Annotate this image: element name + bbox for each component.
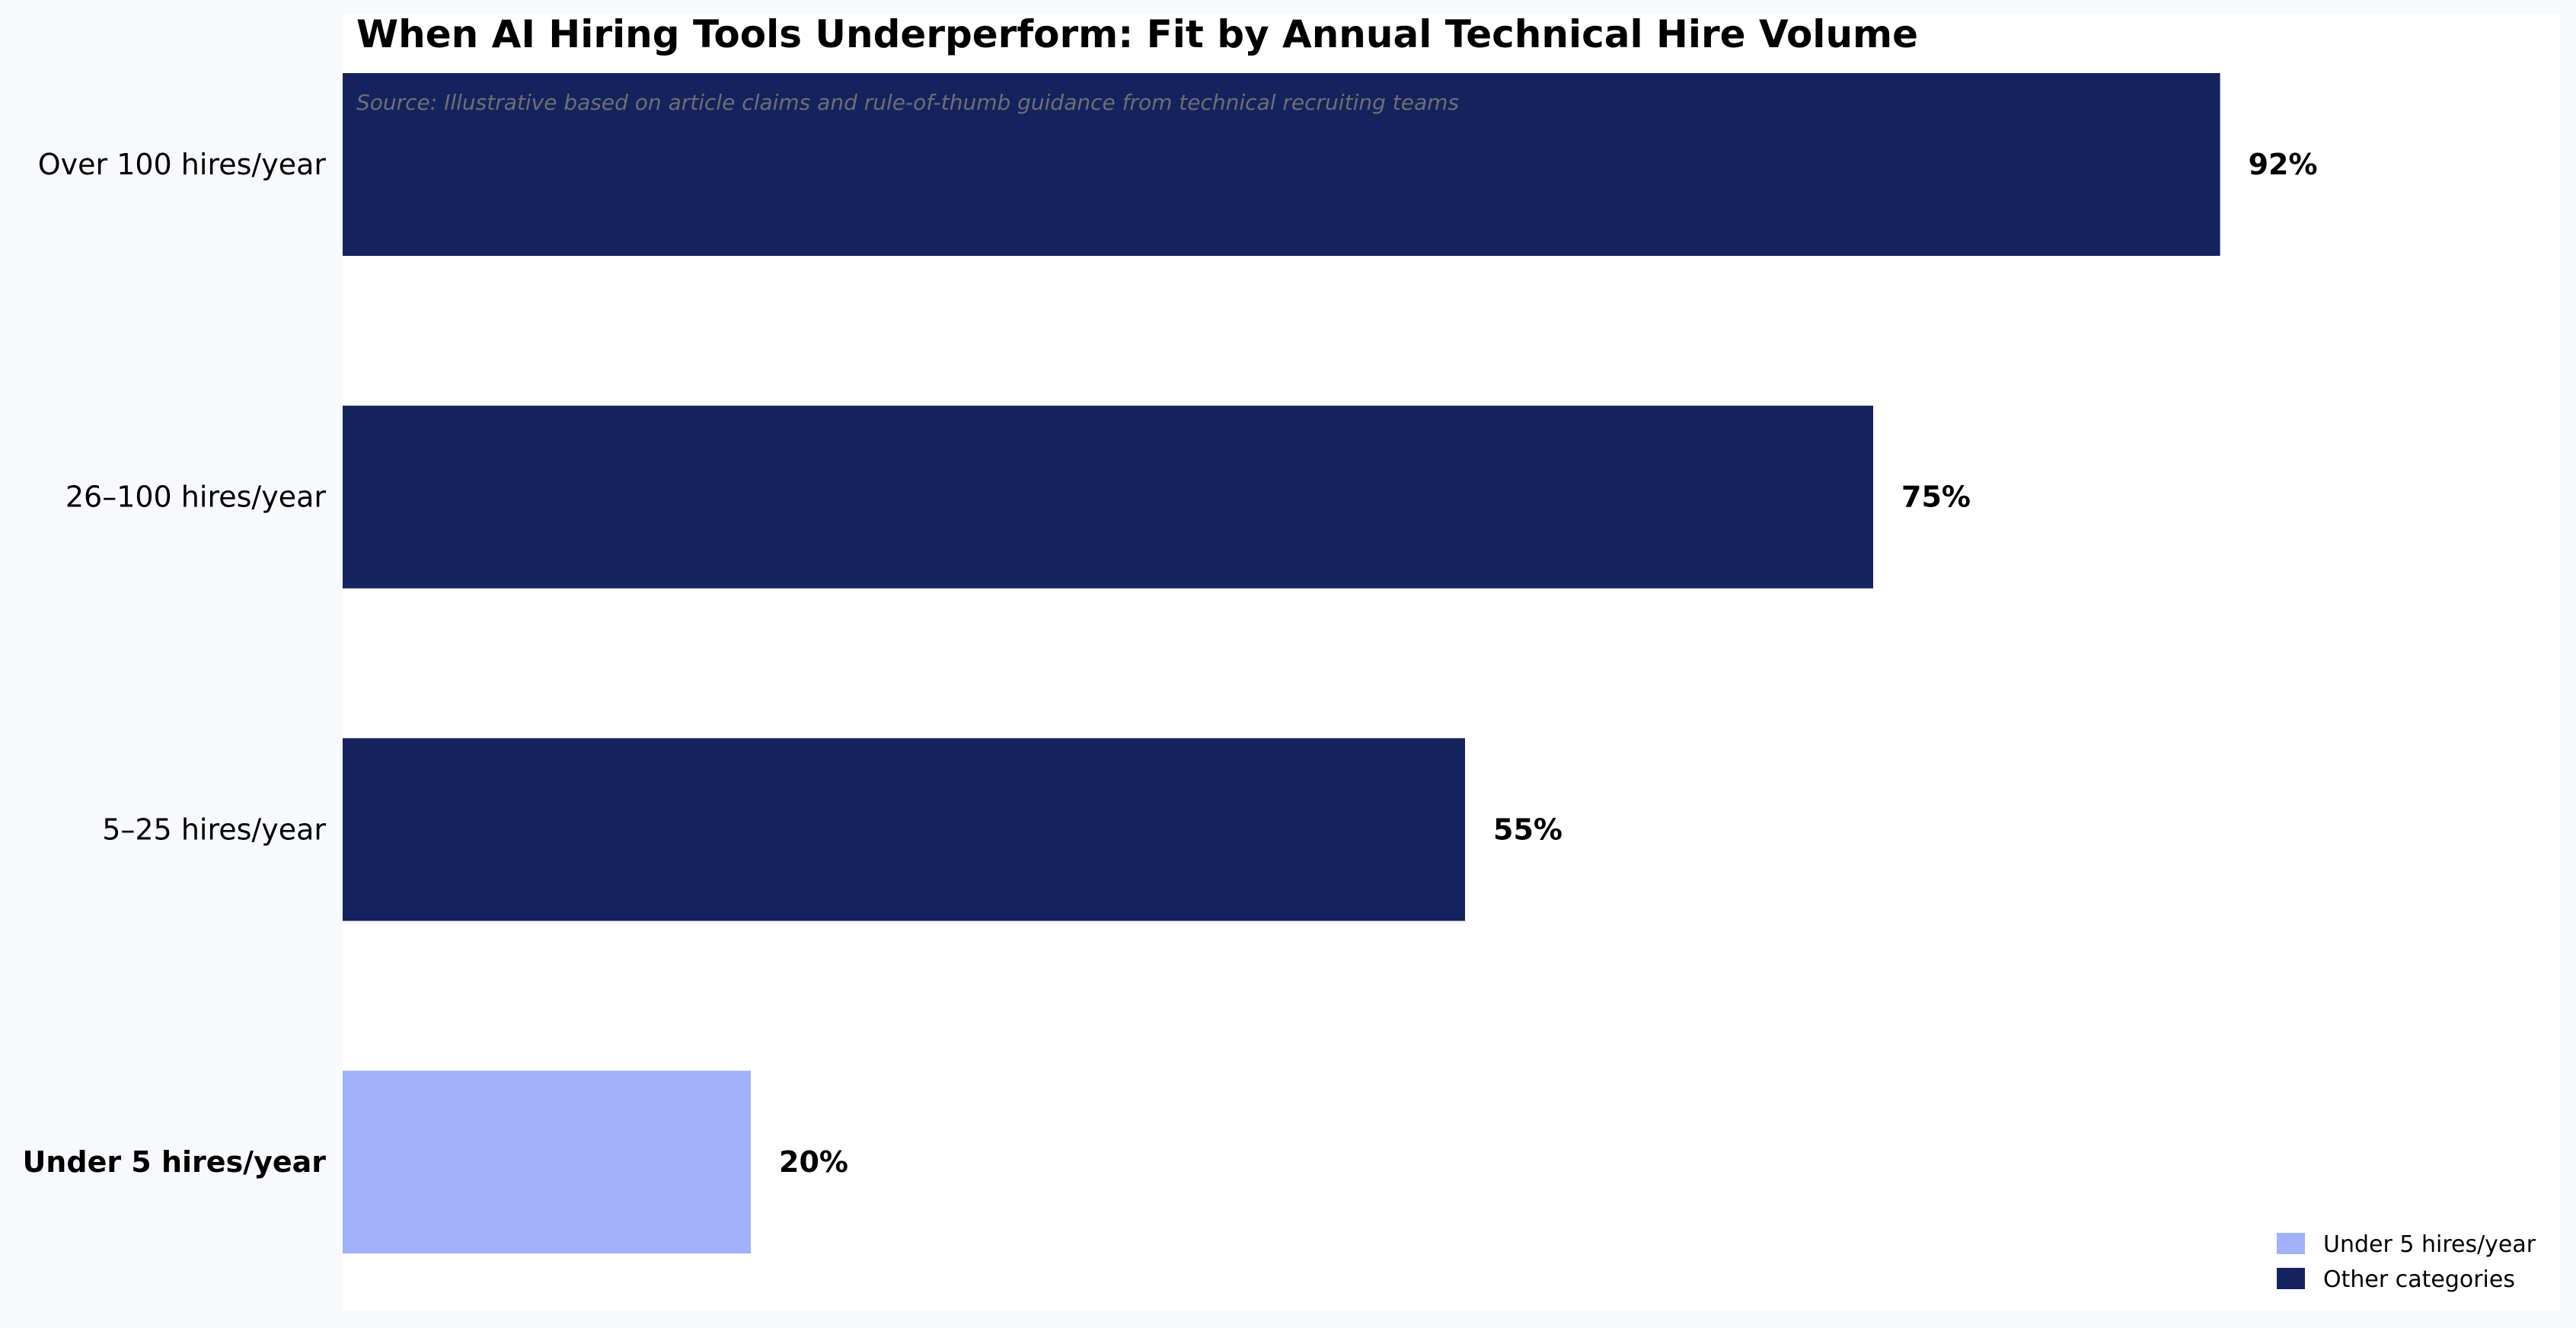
legend: Under 5 hires/year Other categories <box>2277 1231 2536 1293</box>
value-label-2: 75% <box>1901 480 1971 514</box>
bars-layer <box>343 73 2220 1254</box>
legend-label-1: Under 5 hires/year <box>2323 1231 2536 1258</box>
legend-swatch-1 <box>2277 1233 2305 1254</box>
bar-1 <box>343 73 2220 256</box>
legend-label-2: Other categories <box>2323 1266 2515 1293</box>
category-label-4: Under 5 hires/year <box>22 1145 326 1179</box>
bar-2 <box>343 405 1873 589</box>
value-label-3: 55% <box>1493 812 1563 846</box>
value-label-4: 20% <box>779 1145 848 1179</box>
chart-title: When AI Hiring Tools Underperform: Fit b… <box>356 12 1918 56</box>
value-label-1: 92% <box>2249 148 2318 181</box>
bar-3 <box>343 738 1465 921</box>
category-label-2: 26–100 hires/year <box>65 480 327 514</box>
legend-swatch-2 <box>2277 1268 2305 1289</box>
category-label-1: Over 100 hires/year <box>38 148 327 181</box>
labels-layer: Over 100 hires/year 92% 26–100 hires/year 7… <box>22 148 2317 1179</box>
bar-4 <box>343 1071 751 1254</box>
category-label-3: 5–25 hires/year <box>102 812 326 846</box>
chart-subtitle: Source: Illustrative based on article cl… <box>356 90 1459 115</box>
